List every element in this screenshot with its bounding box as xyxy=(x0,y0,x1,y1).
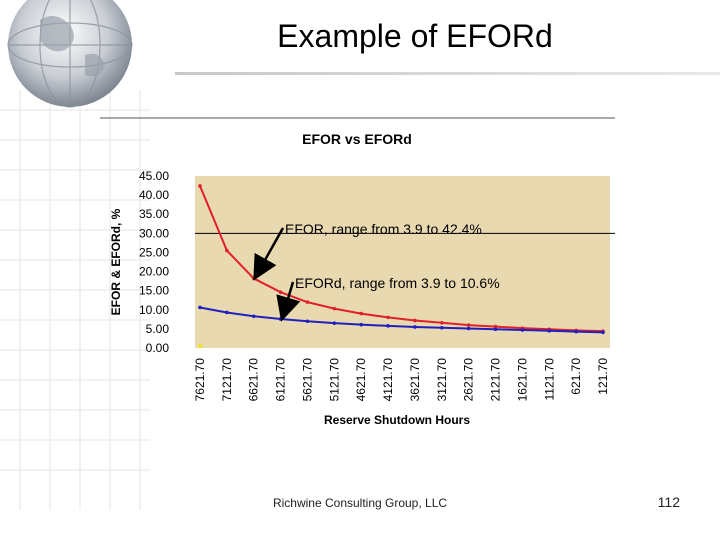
data-point-efor xyxy=(413,318,417,323)
data-point-eford xyxy=(440,325,444,330)
y-tick-label: 35.00 xyxy=(139,207,169,221)
data-point-efor xyxy=(493,324,498,329)
globe-logo xyxy=(7,0,133,108)
data-point-eford xyxy=(359,322,364,327)
annotation-arrow xyxy=(253,227,285,281)
y-axis-label: EFOR & EFORd, % xyxy=(109,208,123,315)
x-tick-label: 1121.70 xyxy=(542,358,556,401)
x-tick-label: 2121.70 xyxy=(489,358,503,402)
plot-area xyxy=(195,176,610,348)
data-point-eford xyxy=(493,327,498,332)
annotation-label: EFORd, range from 3.9 to 10.6% xyxy=(295,275,500,291)
data-point-eford xyxy=(305,319,310,324)
efor-vs-efordd-chart: EFOR vs EFORd EFOR & EFORd, % Reserve Sh… xyxy=(100,117,615,427)
annotation-arrow xyxy=(276,281,301,322)
data-point-eford xyxy=(225,310,229,315)
y-tick-label: 25.00 xyxy=(139,245,169,259)
data-point-eford xyxy=(574,329,578,334)
data-point-efor xyxy=(386,315,390,320)
title-divider xyxy=(175,72,720,75)
y-tick-label: 5.00 xyxy=(146,322,170,336)
data-point-eford xyxy=(251,314,256,319)
y-tick-label: 20.00 xyxy=(139,265,169,279)
data-point-eford xyxy=(601,330,605,335)
page-number: 112 xyxy=(657,494,680,510)
y-tick-label: 45.00 xyxy=(139,169,169,183)
data-point-efor xyxy=(251,276,256,281)
y-tick-label: 15.00 xyxy=(139,284,169,298)
x-tick-label: 5121.70 xyxy=(327,358,341,402)
data-point-efor xyxy=(198,184,202,188)
annotation-label: EFOR, range from 3.9 to 42.4% xyxy=(285,221,482,237)
slide-title: Example of EFORd xyxy=(277,18,553,54)
y-tick-label: 10.00 xyxy=(139,303,169,317)
x-tick-label: 4121.70 xyxy=(381,358,395,402)
data-point-efor xyxy=(332,306,337,311)
data-point-eford xyxy=(547,329,552,333)
footer-text: Richwine Consulting Group, LLC xyxy=(272,496,448,510)
x-tick-label: 4621.70 xyxy=(354,358,368,402)
x-tick-label: 3121.70 xyxy=(435,358,449,402)
data-point-efor xyxy=(305,300,310,304)
x-tick-label: 2621.70 xyxy=(462,358,476,402)
data-point-efor xyxy=(466,323,471,327)
y-tick-label: 30.00 xyxy=(139,226,169,240)
x-tick-label: 1621.70 xyxy=(515,358,529,402)
y-tick-label: 40.00 xyxy=(139,188,169,202)
x-axis-label: Reserve Shutdown Hours xyxy=(324,413,470,427)
x-tick-label: 3621.70 xyxy=(408,358,422,402)
series-line-efor xyxy=(199,185,604,333)
data-point-efor xyxy=(225,248,229,253)
y-tick-label: 0.00 xyxy=(146,341,170,355)
data-point-efor xyxy=(440,320,444,325)
series-marker xyxy=(198,344,202,348)
background-grid-decoration xyxy=(0,90,150,510)
chart-title: EFOR vs EFORd xyxy=(302,131,412,147)
x-tick-label: 6621.70 xyxy=(247,358,261,402)
data-point-eford xyxy=(520,328,525,332)
x-tick-label: 6121.70 xyxy=(274,358,288,402)
data-point-eford xyxy=(198,305,202,310)
data-point-efor xyxy=(278,290,283,294)
data-point-eford xyxy=(413,325,417,329)
x-tick-label: 7121.70 xyxy=(220,358,234,402)
x-tick-label: 7621.70 xyxy=(193,358,207,402)
x-tick-label: 621.70 xyxy=(569,358,583,395)
data-point-eford xyxy=(278,317,283,321)
data-point-eford xyxy=(386,324,390,328)
data-point-eford xyxy=(332,321,337,325)
data-point-eford xyxy=(466,326,471,331)
series-line-eford xyxy=(199,306,604,334)
x-tick-label: 121.70 xyxy=(596,358,610,395)
data-point-efor xyxy=(359,311,364,316)
x-tick-label: 5621.70 xyxy=(300,358,314,402)
